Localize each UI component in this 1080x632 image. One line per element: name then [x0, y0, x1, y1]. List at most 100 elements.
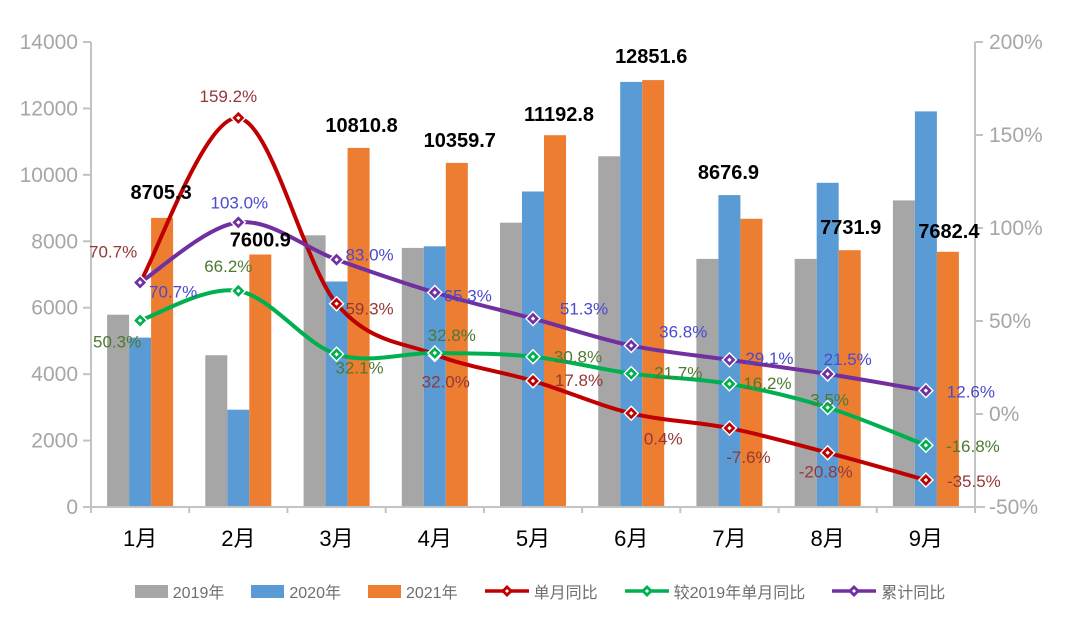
- label-monthly-yoy-m1: 70.7%: [89, 242, 137, 261]
- legend-label-2020: 2020年: [289, 585, 341, 602]
- label-vs-2019-monthly-yoy-m1: 50.3%: [93, 332, 141, 351]
- x-axis-label-m3: 3月: [319, 526, 353, 551]
- x-axis-label-m9: 9月: [909, 526, 943, 551]
- marker-core-monthly-yoy-m2: [236, 115, 241, 121]
- marker-core-monthly-yoy-m8: [825, 450, 830, 455]
- bar-2021-m6: [642, 80, 665, 507]
- right-axis-tick-label: 50%: [989, 310, 1031, 333]
- bar-value-label-2021-m9: 7682.4: [918, 221, 980, 243]
- x-axis-label-m4: 4月: [418, 526, 452, 551]
- right-axis-tick-label: 0%: [989, 403, 1019, 426]
- bar-2021-m2: [249, 254, 272, 507]
- bar-2019-m1: [107, 314, 130, 507]
- marker-core-cumulative-yoy-m3: [334, 257, 339, 262]
- bar-value-label-2021-m5: 11192.8: [524, 104, 594, 126]
- legend-line-swatch-vs-2019-monthly-yoy: [624, 585, 669, 597]
- right-axis-tick-label: 100%: [989, 217, 1043, 240]
- label-monthly-yoy-m7: -7.6%: [726, 448, 770, 467]
- bar-2019-m4: [401, 247, 424, 507]
- legend-line-swatch-cumulative-yoy: [832, 585, 877, 597]
- marker-core-cumulative-yoy-m2: [236, 220, 241, 225]
- bar-2020-m4: [423, 246, 446, 508]
- bar-2021-m9: [936, 251, 959, 507]
- right-axis-tick-label: -50%: [989, 496, 1038, 519]
- marker-core-monthly-yoy-m7: [727, 425, 732, 431]
- bar-2021-m4: [445, 162, 468, 507]
- label-cumulative-yoy-m9: 12.6%: [947, 383, 995, 402]
- label-monthly-yoy-m2: 159.2%: [199, 87, 257, 106]
- bar-2021-m1: [151, 217, 174, 507]
- legend-swatch-2020: [251, 584, 285, 598]
- x-axis-label-m2: 2月: [221, 526, 255, 551]
- right-axis-tick-label: 150%: [989, 124, 1043, 147]
- marker-core-vs-2019-monthly-yoy-m2: [236, 288, 241, 294]
- label-cumulative-yoy-m5: 51.3%: [560, 300, 608, 319]
- label-cumulative-yoy-m6: 36.8%: [659, 323, 707, 342]
- marker-core-cumulative-yoy-m1: [137, 280, 143, 285]
- label-vs-2019-monthly-yoy-m7: 16.2%: [743, 374, 791, 393]
- marker-core-cumulative-yoy-m9: [923, 388, 929, 393]
- label-monthly-yoy-m5: 17.8%: [555, 371, 603, 390]
- left-axis-tick-label: 6000: [31, 297, 78, 320]
- legend-label-vs-2019-monthly-yoy: 较2019年单月同比: [673, 585, 806, 602]
- x-axis-label-m5: 5月: [516, 526, 550, 551]
- combo-chart: 0 2000 4000 6000 8000 10000 12000 14000 -50% 0% 50…: [20, 31, 1043, 551]
- legend-label-monthly-yoy: 单月同比: [533, 585, 598, 602]
- label-cumulative-yoy-m4: 65.3%: [444, 287, 492, 306]
- marker-core-cumulative-yoy-m6: [629, 343, 634, 348]
- marker-core-vs-2019-monthly-yoy-m5: [530, 354, 536, 359]
- marker-core-monthly-yoy-m5: [530, 378, 536, 384]
- label-vs-2019-monthly-yoy-m5: 30.8%: [554, 348, 602, 367]
- legend-label-2019: 2019年: [172, 585, 225, 602]
- x-axis-label-m7: 7月: [712, 526, 746, 551]
- bar-2021-m5: [544, 135, 566, 507]
- legend-line-swatch-monthly-yoy: [484, 585, 529, 597]
- left-axis-tick-label: 0: [66, 496, 78, 519]
- label-cumulative-yoy-m8: 21.5%: [824, 350, 872, 369]
- x-axis-label-m6: 6月: [614, 526, 648, 551]
- left-axis-tick-label: 8000: [31, 230, 78, 253]
- chart-legend: 2019年 2020年 2021年 单月同比 较2019年单月同比 累计同比: [0, 568, 1080, 614]
- legend-label-2021: 2021年: [405, 585, 458, 602]
- legend-label-cumulative-yoy: 累计同比: [881, 585, 946, 602]
- legend-item-cumulative-yoy: 累计同比: [832, 579, 945, 603]
- legend-item-2021: 2021年: [367, 579, 458, 603]
- marker-core-cumulative-yoy-m4: [432, 290, 437, 295]
- bar-value-label-2021-m2: 7600.9: [230, 230, 291, 252]
- marker-core-cumulative-yoy-m7: [727, 357, 732, 363]
- left-axis-tick-label: 4000: [31, 363, 78, 386]
- bar-2019-m6: [598, 156, 621, 508]
- label-cumulative-yoy-m2: 103.0%: [210, 193, 268, 212]
- label-vs-2019-monthly-yoy-m9: -16.8%: [946, 437, 1000, 456]
- label-cumulative-yoy-m7: 29.1%: [745, 349, 793, 368]
- label-monthly-yoy-m9: -35.5%: [947, 472, 1001, 491]
- bar-2020-m6: [620, 81, 643, 508]
- bar-value-label-2021-m1: 8705.3: [131, 182, 192, 204]
- label-vs-2019-monthly-yoy-m2: 66.2%: [204, 257, 252, 276]
- bar-value-label-2021-m3: 10810.8: [325, 115, 397, 137]
- legend-item-monthly-yoy: 单月同比: [484, 579, 598, 603]
- marker-core-monthly-yoy-m6: [629, 411, 634, 416]
- bar-2019-m7: [696, 258, 719, 507]
- marker-core-vs-2019-monthly-yoy-m7: [727, 381, 732, 387]
- marker-core-monthly-yoy-m3: [334, 301, 339, 306]
- bar-2021-m3: [347, 147, 370, 507]
- label-vs-2019-monthly-yoy-m4: 32.8%: [428, 326, 476, 345]
- legend-item-2020: 2020年: [251, 579, 341, 603]
- marker-core-vs-2019-monthly-yoy-m9: [923, 443, 929, 448]
- label-cumulative-yoy-m1: 70.7%: [149, 282, 197, 301]
- legend-item-2019: 2019年: [134, 579, 225, 603]
- left-axis-tick-label: 12000: [20, 97, 78, 120]
- label-monthly-yoy-m8: -20.8%: [799, 463, 853, 482]
- label-monthly-yoy-m3: 59.3%: [345, 300, 393, 319]
- x-axis-label-m1: 1月: [123, 526, 157, 551]
- label-vs-2019-monthly-yoy-m6: 21.7%: [654, 364, 702, 383]
- bar-2020-m2: [227, 409, 250, 507]
- bar-value-label-2021-m6: 12851.6: [615, 46, 687, 68]
- left-axis-tick-label: 2000: [31, 430, 78, 453]
- legend-item-vs-2019-monthly-yoy: 较2019年单月同比: [624, 579, 806, 603]
- label-cumulative-yoy-m3: 83.0%: [345, 246, 393, 265]
- marker-core-cumulative-yoy-m5: [530, 316, 536, 321]
- marker-core-vs-2019-monthly-yoy-m3: [334, 352, 339, 357]
